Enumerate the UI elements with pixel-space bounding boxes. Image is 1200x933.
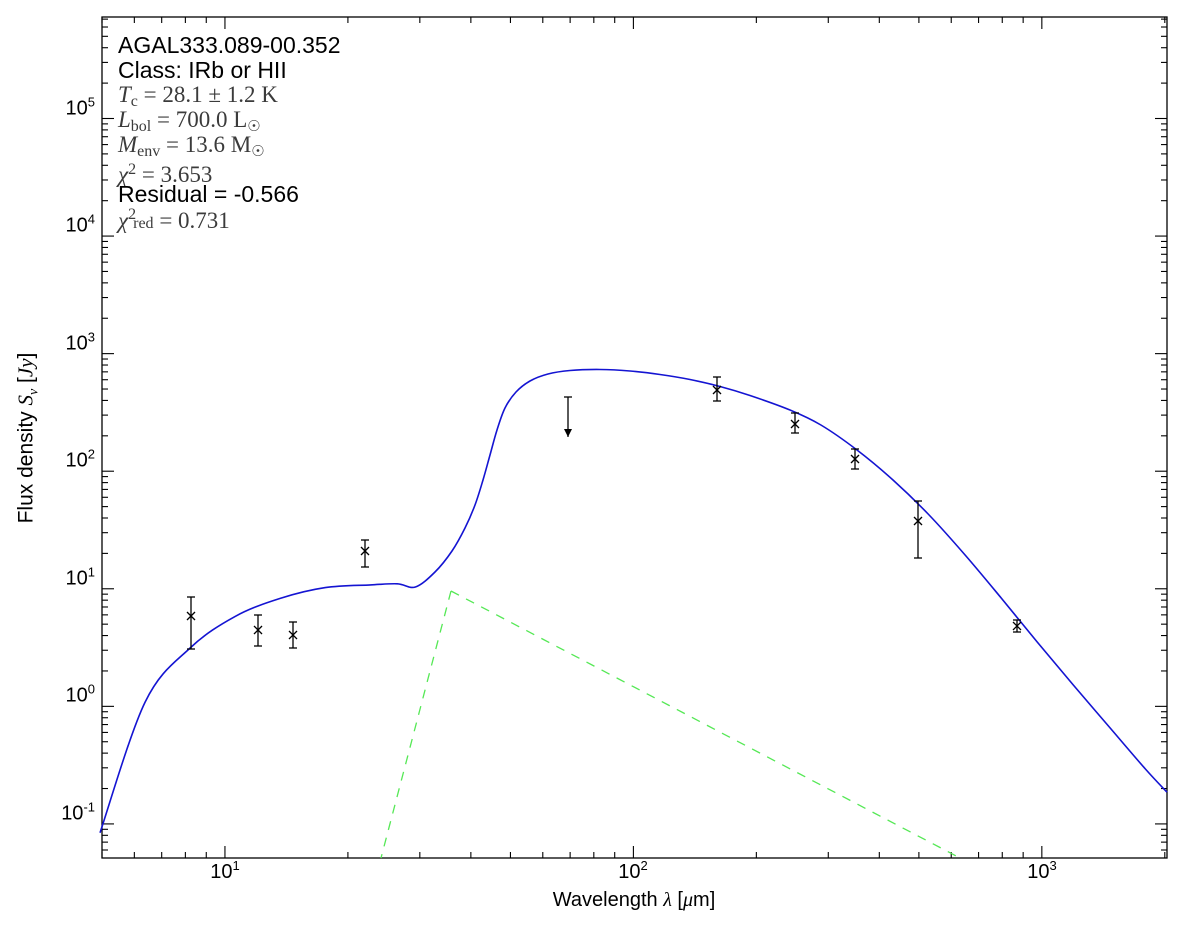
svg-text:Lbol = 700.0 L☉: Lbol = 700.0 L☉ [117,107,261,135]
svg-text:Class: IRb or HII: Class: IRb or HII [118,57,287,83]
svg-text:Tc = 28.1 ± 1.2 K: Tc = 28.1 ± 1.2 K [118,82,278,110]
svg-text:Menv = 13.6 M☉: Menv = 13.6 M☉ [117,132,265,160]
svg-text:Residual = -0.566: Residual = -0.566 [118,181,299,207]
svg-text:AGAL333.089-00.352: AGAL333.089-00.352 [118,32,341,58]
